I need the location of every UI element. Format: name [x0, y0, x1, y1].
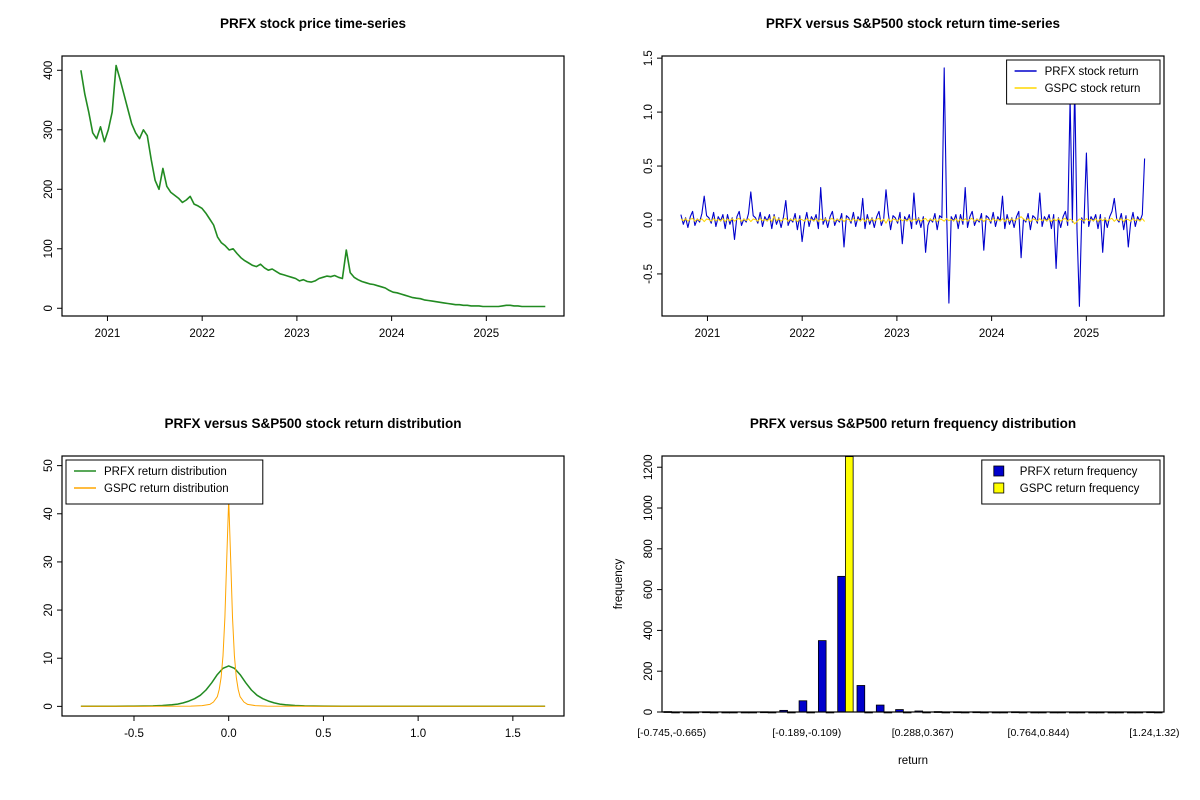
legend-swatch [993, 465, 1005, 477]
chart-title-frequency: PRFX versus S&P500 return frequency dist… [749, 416, 1077, 431]
legend-box [1006, 59, 1161, 105]
plot-box [661, 55, 1165, 317]
x-tick-label: 2021 [95, 328, 121, 340]
chart-title-density: PRFX versus S&P500 stock return distribu… [164, 416, 462, 431]
y-tick-label: 40 [43, 507, 55, 520]
plot-box [61, 455, 565, 717]
y-tick-label: 600 [643, 580, 655, 599]
panel-density: PRFX versus S&P500 stock return distribu… [0, 400, 600, 800]
bar [875, 704, 885, 713]
legend-label: PRFX return frequency [1020, 466, 1138, 478]
x-tick-label: 2022 [189, 328, 215, 340]
y-tick-label: 30 [43, 556, 55, 569]
frequency-chart: 0 200 400 600 800 1000 1200 [-0.745,-0.665) [-0.… [613, 454, 1179, 767]
y-tick-label: 200 [643, 662, 655, 681]
returns-chart: -0.5 0.0 0.5 1.0 1.5 2021 2022 2023 2024 2025 PRFX… [643, 50, 1165, 340]
x-tick-label: 2021 [695, 328, 721, 340]
x-tick-label: 2022 [789, 328, 815, 340]
x-tick-label: [1.24,1.32) [1129, 727, 1179, 739]
y-tick-label: 50 [43, 459, 55, 472]
panel-returns: PRFX versus S&P500 stock return time-ser… [600, 0, 1200, 400]
y-tick-label: 300 [43, 120, 55, 139]
series-line [80, 64, 546, 308]
legend-label: GSPC return distribution [104, 483, 229, 495]
y-axis-label: frequency [613, 559, 625, 610]
y-tick-label: 800 [643, 539, 655, 558]
legend-label: GSPC stock return [1045, 83, 1141, 95]
y-tick-label: 1200 [643, 454, 655, 480]
x-tick-label: -0.5 [124, 728, 144, 740]
y-tick-label: 1.5 [643, 50, 655, 66]
bar [837, 575, 846, 713]
y-tick-label: 200 [43, 180, 55, 199]
x-tick-label: [-0.745,-0.665) [637, 727, 706, 739]
x-tick-label: 0.5 [315, 728, 331, 740]
x-tick-label: 2024 [979, 328, 1005, 340]
legend-swatch [993, 482, 1005, 494]
bar [856, 685, 866, 713]
density-chart: 0 10 20 30 40 50 -0.5 0.0 0.5 1.0 1.5 PRFX return d… [43, 455, 565, 740]
y-tick-label: 20 [43, 604, 55, 617]
y-tick-label: 100 [43, 239, 55, 258]
series-line [680, 215, 1145, 225]
panel-prfx-price: PRFX stock price time-series 0 100 200 300 4… [0, 0, 600, 400]
x-tick-label: 2025 [474, 328, 500, 340]
y-tick-label: 400 [43, 61, 55, 80]
y-tick-label: 0 [43, 305, 55, 311]
x-tick-label: 2025 [1074, 328, 1100, 340]
panel-frequency: PRFX versus S&P500 return frequency dist… [600, 400, 1200, 800]
y-tick-label: 400 [643, 621, 655, 640]
y-tick-label: 1000 [643, 495, 655, 521]
series-line [80, 498, 546, 707]
y-tick-label: -0.5 [643, 264, 655, 284]
legend-box [65, 459, 264, 505]
bar [798, 700, 808, 713]
legend-label: GSPC return frequency [1020, 483, 1140, 495]
legend-label: PRFX return distribution [104, 466, 227, 478]
x-tick-label: 0.0 [221, 728, 237, 740]
x-tick-label: [-0.189,-0.109) [772, 727, 841, 739]
plot-box [661, 455, 1165, 713]
legend-label: PRFX stock return [1045, 66, 1139, 78]
plot-box [61, 55, 565, 317]
bar [817, 640, 827, 713]
y-tick-label: 1.0 [643, 104, 655, 120]
chart-title-returns: PRFX versus S&P500 stock return time-ser… [765, 16, 1061, 31]
y-tick-label: 0.5 [643, 158, 655, 174]
chart-title-prfx-price: PRFX stock price time-series [219, 16, 407, 31]
x-tick-label: 1.0 [410, 728, 426, 740]
bar [845, 456, 854, 713]
y-tick-label: 0 [643, 709, 655, 715]
x-tick-label: 2024 [379, 328, 405, 340]
x-tick-label: 1.5 [505, 728, 521, 740]
x-axis-label: return [898, 755, 928, 767]
x-tick-label: [0.288,0.367) [892, 727, 954, 739]
x-tick-label: [0.764,0.844) [1008, 727, 1070, 739]
legend-box [981, 459, 1161, 505]
series-line [80, 665, 546, 708]
y-tick-label: 0.0 [643, 212, 655, 228]
y-tick-label: 0 [43, 703, 55, 709]
y-tick-label: 10 [43, 652, 55, 665]
prfx-price-chart: 0 100 200 300 400 2021 2022 2023 2024 2025 [43, 55, 565, 340]
x-tick-label: 2023 [284, 328, 310, 340]
x-tick-label: 2023 [884, 328, 910, 340]
